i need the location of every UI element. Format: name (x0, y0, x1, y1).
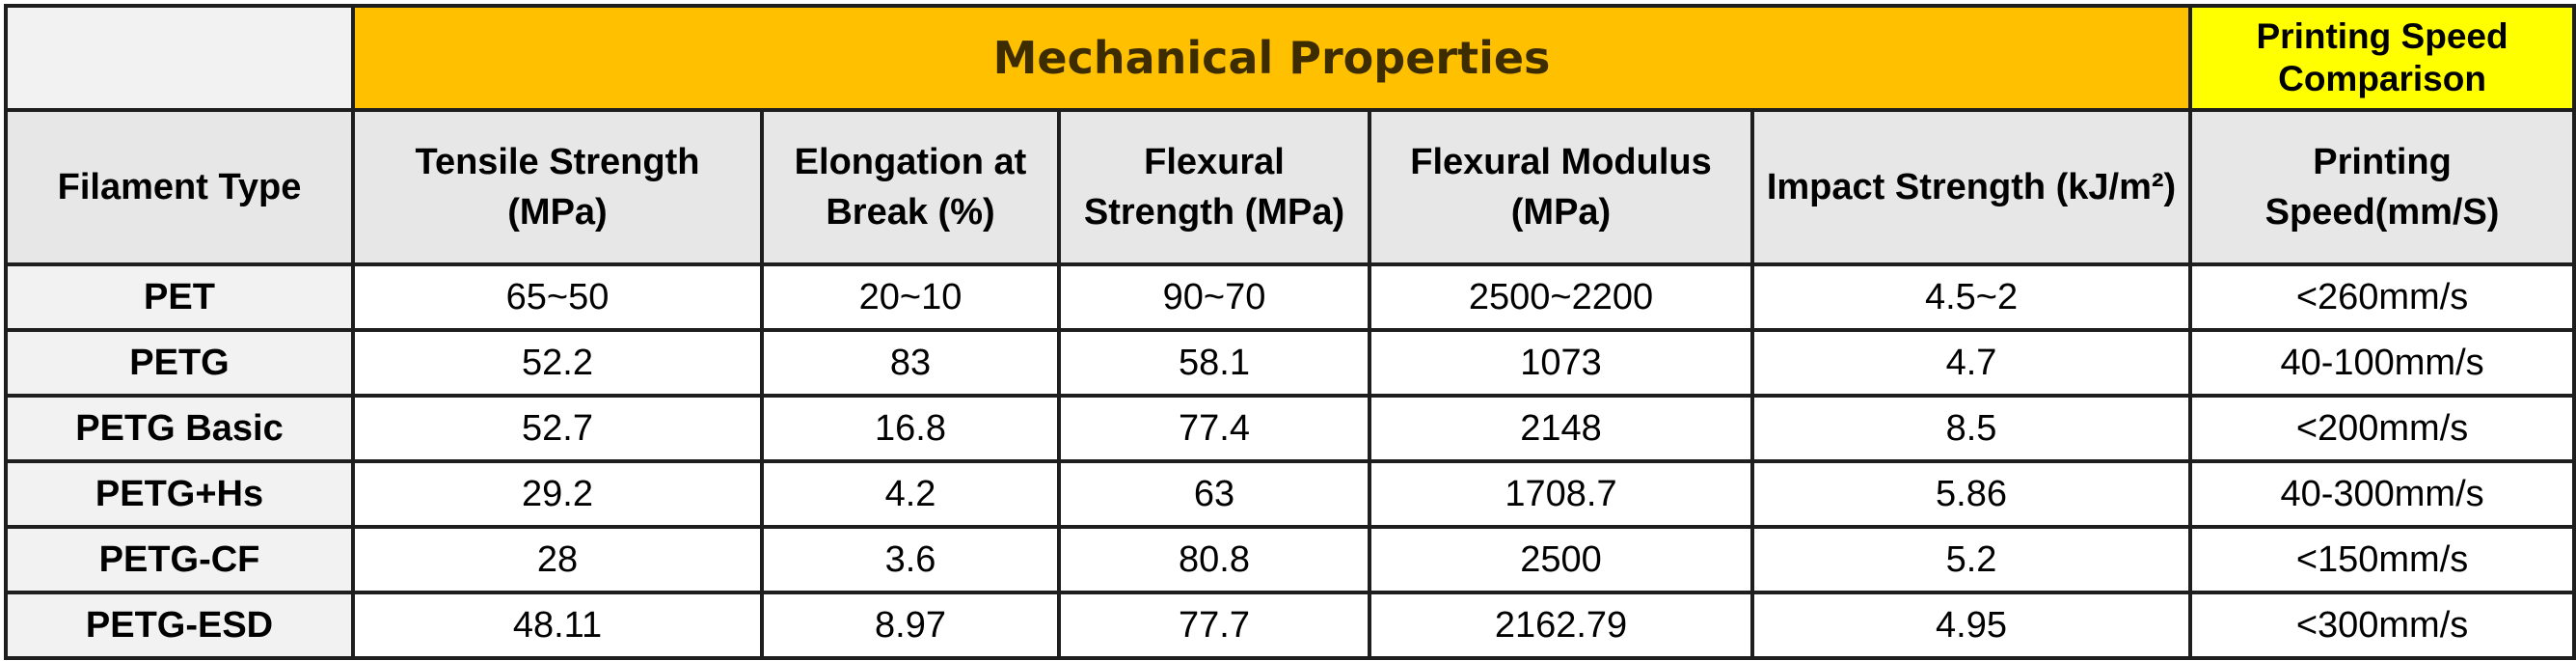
cell-flexural-modulus: 2162.79 (1368, 591, 1754, 660)
cell-flexural-strength: 77.4 (1057, 394, 1371, 463)
table-row: PETG 52.2 83 58.1 1073 4.7 40-100mm/s (4, 328, 2576, 398)
cell-printing-speed: <200mm/s (2188, 394, 2576, 463)
header-flexural-strength: Flexural Strength (MPa) (1057, 108, 1371, 266)
column-header-row: Filament Type Tensile Strength (MPa) Elo… (4, 108, 2576, 266)
cell-flexural-modulus: 2148 (1368, 394, 1754, 463)
cell-elongation-at-break: 16.8 (760, 394, 1061, 463)
table-row: PETG-CF 28 3.6 80.8 2500 5.2 <150mm/s (4, 525, 2576, 594)
cell-flexural-modulus: 2500~2200 (1368, 262, 1754, 332)
table-row: PETG-ESD 48.11 8.97 77.7 2162.79 4.95 <300mm/s (4, 591, 2576, 660)
cell-tensile-strength: 52.2 (351, 328, 764, 398)
cell-filament-type: PETG Basic (4, 394, 355, 463)
header-filament-type: Filament Type (4, 108, 355, 266)
mechanical-properties-header: Mechanical Properties (350, 4, 2193, 112)
table-row: PET 65~50 20~10 90~70 2500~2200 4.5~2 <260mm/s (4, 262, 2576, 332)
cell-elongation-at-break: 3.6 (760, 525, 1061, 594)
cell-tensile-strength: 52.7 (351, 394, 764, 463)
cell-elongation-at-break: 83 (760, 328, 1061, 398)
cell-printing-speed: <260mm/s (2188, 262, 2576, 332)
cell-flexural-strength: 58.1 (1057, 328, 1371, 398)
cell-filament-type: PETG-CF (4, 525, 355, 594)
cell-elongation-at-break: 8.97 (760, 591, 1061, 660)
cell-flexural-strength: 63 (1057, 459, 1371, 529)
cell-printing-speed: <150mm/s (2188, 525, 2576, 594)
table-row: PETG+Hs 29.2 4.2 63 1708.7 5.86 40-300mm/s (4, 459, 2576, 529)
cell-flexural-strength: 90~70 (1057, 262, 1371, 332)
cell-filament-type: PETG+Hs (4, 459, 355, 529)
header-tensile-strength: Tensile Strength (MPa) (351, 108, 764, 266)
cell-flexural-modulus: 2500 (1368, 525, 1754, 594)
cell-flexural-strength: 80.8 (1057, 525, 1371, 594)
cell-flexural-modulus: 1073 (1368, 328, 1754, 398)
cell-impact-strength: 8.5 (1749, 394, 2193, 463)
cell-elongation-at-break: 20~10 (760, 262, 1061, 332)
cell-elongation-at-break: 4.2 (760, 459, 1061, 529)
cell-tensile-strength: 29.2 (351, 459, 764, 529)
corner-cell (4, 4, 355, 112)
cell-printing-speed: 40-300mm/s (2188, 459, 2576, 529)
cell-filament-type: PETG (4, 328, 355, 398)
printing-speed-comparison-header: Printing Speed Comparison (2188, 4, 2576, 112)
cell-impact-strength: 5.2 (1749, 525, 2193, 594)
cell-tensile-strength: 65~50 (351, 262, 764, 332)
cell-impact-strength: 5.86 (1749, 459, 2193, 529)
cell-printing-speed: 40-100mm/s (2188, 328, 2576, 398)
cell-impact-strength: 4.7 (1749, 328, 2193, 398)
header-impact-strength: Impact Strength (kJ/m²) (1749, 108, 2193, 266)
cell-filament-type: PET (4, 262, 355, 332)
cell-tensile-strength: 48.11 (351, 591, 764, 660)
cell-flexural-modulus: 1708.7 (1368, 459, 1754, 529)
cell-filament-type: PETG-ESD (4, 591, 355, 660)
cell-impact-strength: 4.5~2 (1749, 262, 2193, 332)
cell-flexural-strength: 77.7 (1057, 591, 1371, 660)
header-flexural-modulus: Flexural Modulus (MPa) (1368, 108, 1754, 266)
header-printing-speed: Printing Speed(mm/S) (2188, 108, 2576, 266)
cell-tensile-strength: 28 (351, 525, 764, 594)
cell-impact-strength: 4.95 (1749, 591, 2193, 660)
table-row: PETG Basic 52.7 16.8 77.4 2148 8.5 <200mm/s (4, 394, 2576, 463)
cell-printing-speed: <300mm/s (2188, 591, 2576, 660)
header-elongation-at-break: Elongation at Break (%) (760, 108, 1061, 266)
filament-comparison-table: Mechanical Properties Printing Speed Com… (4, 4, 2576, 660)
group-header-row: Mechanical Properties Printing Speed Com… (4, 4, 2576, 112)
